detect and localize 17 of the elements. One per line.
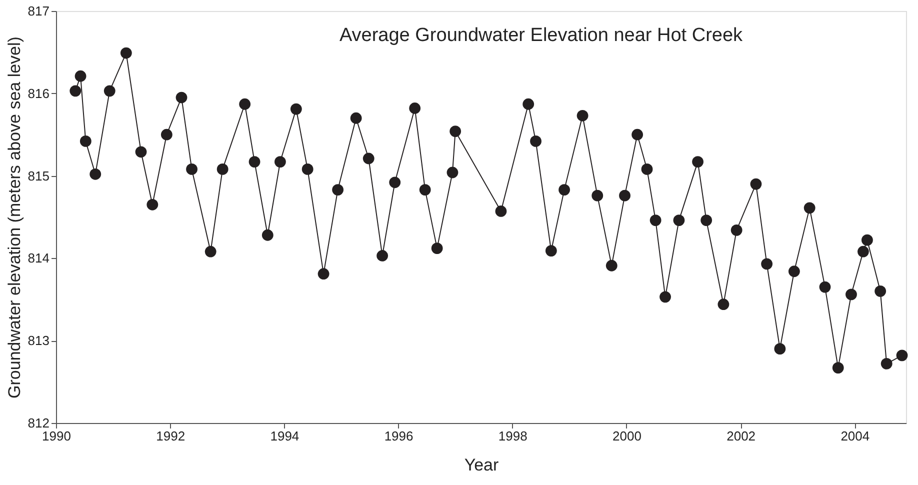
y-tick-label: 816	[28, 86, 50, 101]
y-tick-label: 812	[28, 416, 50, 430]
y-tick-label: 813	[28, 333, 50, 348]
x-tick-label: 1998	[498, 428, 528, 444]
x-tick-label: 2004	[840, 428, 870, 444]
x-tick-label: 2002	[726, 428, 756, 444]
text: Average Groundwater Elevation near Hot Creek	[339, 25, 744, 46]
y-axis-title: Groundwater elevation (meters above sea level)	[4, 36, 24, 398]
y-tick-label: 815	[28, 168, 50, 184]
y-tick-label: 814	[28, 250, 50, 266]
x-tick-label: 1990	[42, 428, 71, 444]
x-tick-label: 1996	[384, 428, 414, 444]
y-tick-label: 817	[28, 4, 50, 18]
x-tick-label: 1992	[156, 428, 186, 444]
x-axis-title: Year	[464, 456, 500, 474]
x-tick-label: 1994	[270, 428, 300, 444]
x-tick-label: 2000	[612, 428, 642, 444]
